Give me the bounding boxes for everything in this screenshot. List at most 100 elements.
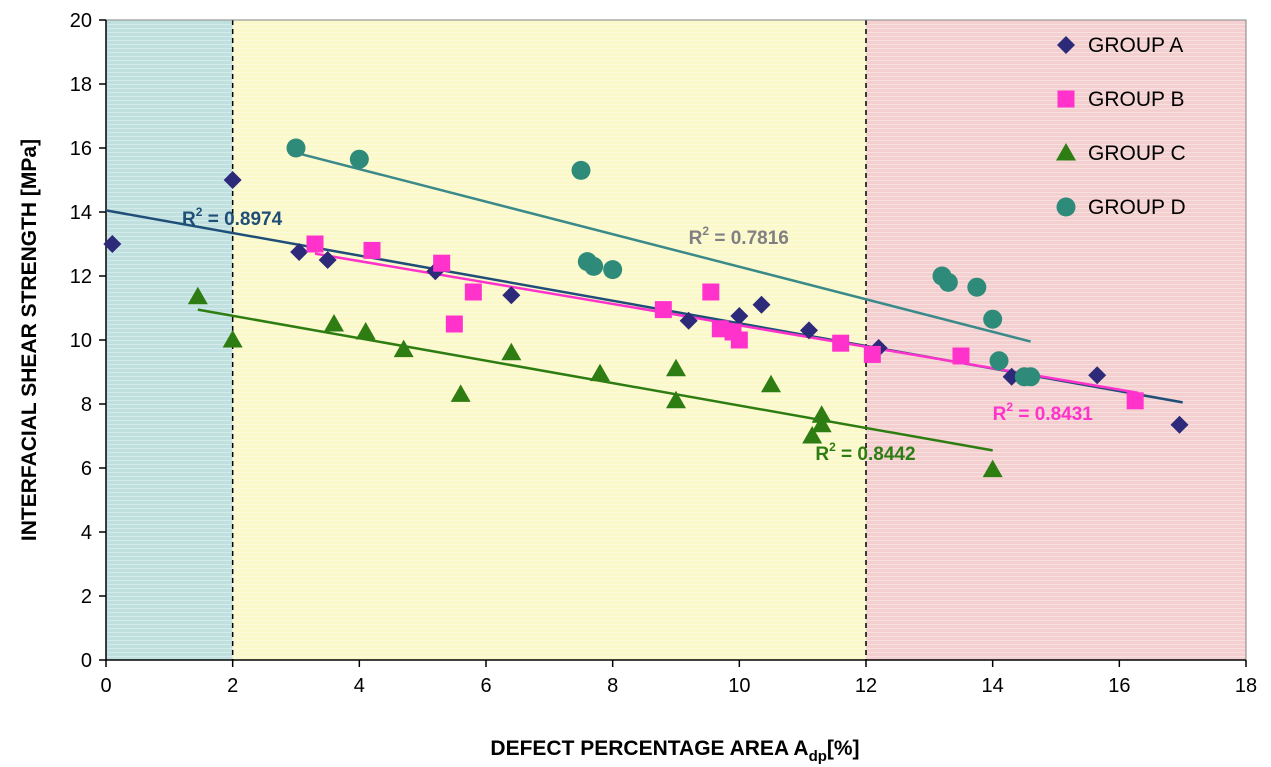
data-points [103,138,1189,478]
r-squared-label-group-a: R2 = 0.8974 [182,205,283,230]
data-point-group-b [654,301,672,319]
data-point-group-d [983,309,1003,329]
data-point-group-c [590,363,610,382]
r-squared-symbol: R [993,404,1007,425]
data-point-group-a [679,311,698,330]
r-squared-value: = 0.8431 [1013,404,1093,425]
data-point-group-c [222,330,243,348]
data-point-group-d [603,260,623,280]
r-squared-symbol: R [689,228,703,249]
data-point-group-d [571,160,591,180]
data-point-group-b [464,283,482,301]
data-point-group-d [349,149,369,169]
trend-line-group-d [295,151,1031,343]
r-squared-superscript: 2 [196,205,203,219]
data-point-group-d [989,351,1009,371]
legend-label-group-b: GROUP B [1088,88,1184,111]
r-squared-superscript: 2 [829,440,836,454]
x-tick-label: 4 [354,675,365,697]
data-point-group-a [223,171,242,189]
data-point-group-b [952,347,970,365]
y-tick-label: 2 [81,586,92,608]
data-point-group-a [1170,415,1189,434]
x-tick-label: 6 [480,675,491,697]
r-squared-symbol: R [182,209,196,230]
data-point-group-d [938,272,958,292]
r-squared-symbol: R [815,444,829,465]
data-point-group-c [324,314,344,332]
data-point-group-b [445,315,463,333]
data-point-group-b [433,254,451,272]
data-point-group-c [501,342,522,361]
data-point-group-b [863,345,881,363]
y-tick-label: 16 [70,138,92,160]
legend-marker-group-c [1056,143,1076,161]
y-tick-label: 14 [70,202,92,224]
legend-label-group-c: GROUP C [1088,142,1186,165]
data-point-group-a [502,286,521,305]
data-point-group-b [1126,392,1144,410]
y-tick-label: 12 [70,266,92,288]
legend-label-group-d: GROUP D [1088,196,1186,219]
data-point-group-a [730,307,749,325]
y-tick-label: 6 [81,458,92,480]
y-tick-label: 20 [70,10,92,32]
data-point-group-d [967,277,987,297]
r-squared-label-group-c: R2 = 0.8442 [815,440,915,465]
data-point-group-c [802,426,823,444]
r-squared-superscript: 2 [1006,400,1013,414]
data-point-group-c [393,339,414,358]
data-point-group-a [752,295,771,314]
x-tick-label: 2 [227,675,238,697]
data-point-group-c [666,358,686,377]
x-tick-label: 18 [1235,675,1257,697]
r-squared-label-group-b: R2 = 0.8431 [993,400,1094,425]
x-tick-label: 8 [607,675,618,697]
axes: 0 2 4 6 8 10 12 14 16 18 0 2 4 6 8 10 12 14 16 18 20 [70,10,1257,697]
x-tick-label: 0 [100,675,111,697]
data-point-group-c [450,384,471,402]
x-axis-label: DEFECT PERCENTAGE AREA Adp[%] [490,737,859,765]
data-point-group-b [832,334,850,352]
data-point-group-c [982,459,1003,478]
x-tick-label: 10 [728,675,750,697]
zone-hatch-2 [232,20,866,660]
r-squared-value: = 0.8442 [836,444,916,465]
x-tick-label: 16 [1108,675,1130,697]
legend-marker-group-a [1057,36,1075,54]
data-point-group-b [730,331,748,349]
data-point-group-a [800,321,818,340]
x-axis-label-subscript: dp [809,748,827,765]
data-point-group-a [318,251,337,269]
data-point-group-c [355,322,376,340]
r-squared-superscript: 2 [702,224,709,238]
r-squared-value: = 0.8974 [202,209,282,230]
data-point-group-d [584,256,604,276]
x-tick-label: 14 [982,675,1004,697]
data-point-group-c [666,390,686,409]
y-tick-label: 4 [81,522,92,544]
data-point-group-b [306,235,324,253]
data-point-group-d [1021,367,1041,387]
data-point-group-a [1088,366,1107,385]
x-axis-label-unit: [%] [827,737,860,760]
x-axis-label-main: DEFECT PERCENTAGE AREA A [490,737,808,760]
data-point-group-b [363,241,381,259]
y-tick-label: 10 [70,330,92,352]
data-point-group-a [103,235,122,253]
data-point-group-c [811,414,832,433]
background-zones [106,20,1246,660]
legend-marker-group-b [1057,90,1075,108]
data-point-group-c [811,405,832,423]
data-point-group-a [290,243,309,261]
r-squared-label-group-d: R2 = 0.7816 [689,224,789,249]
y-axis-label: INTERFACIAL SHEAR STRENGTH [MPa] [18,139,41,541]
x-tick-label: 12 [855,675,877,697]
y-tick-label: 18 [70,74,92,96]
data-point-group-c [187,286,208,305]
legend: GROUP A GROUP B GROUP C GROUP D [1056,34,1186,219]
zone-hatch-3 [866,20,1246,660]
